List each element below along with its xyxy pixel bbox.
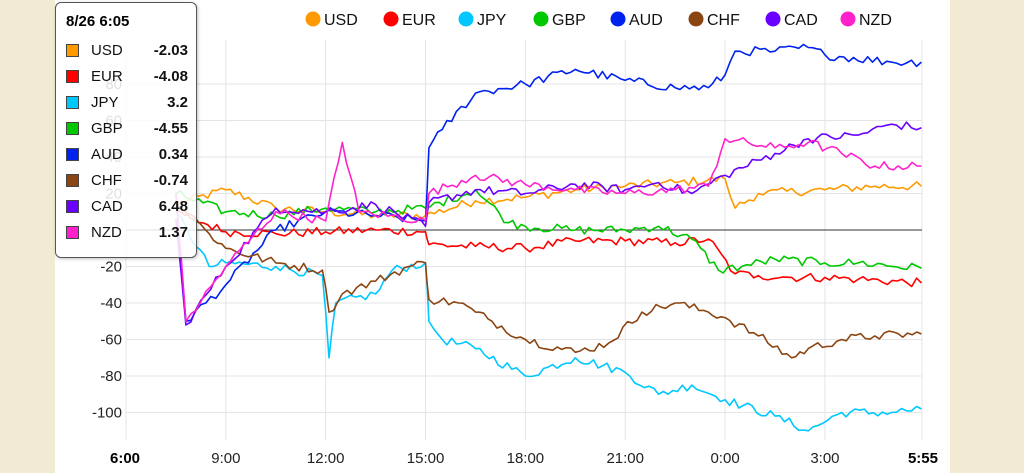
x-tick-label: 9:00 (211, 450, 240, 467)
tooltip-name-nzd: NZD (91, 224, 122, 241)
tooltip-swatch-nzd (66, 226, 79, 239)
series-line-nzd (175, 137, 922, 323)
legend-marker-cad[interactable] (765, 11, 781, 27)
tooltip-swatch-gbp (66, 122, 79, 135)
tooltip-name-chf: CHF (91, 172, 122, 189)
legend-marker-chf[interactable] (688, 11, 704, 27)
legend-marker-aud[interactable] (610, 11, 626, 27)
tooltip-name-gbp: GBP (91, 120, 123, 137)
tooltip-swatch-cad (66, 200, 79, 213)
x-tick-label: 12:00 (307, 450, 345, 467)
tooltip-swatch-eur (66, 70, 79, 83)
tooltip-row-aud: AUD 0.34 (66, 146, 188, 164)
tooltip-value-usd: -2.03 (153, 42, 188, 59)
y-tick-label: -20 (100, 259, 122, 276)
x-tick-label: 5:55 (908, 450, 938, 467)
legend-label-eur[interactable]: EUR (402, 12, 436, 29)
tooltip-name-aud: AUD (91, 146, 123, 163)
grid-lines (125, 40, 923, 440)
y-tick-label: -80 (100, 368, 122, 385)
series-line-gbp (175, 189, 922, 274)
series-line-eur (175, 210, 922, 288)
series-line-jpy (175, 211, 922, 432)
tooltip-value-eur: -4.08 (153, 68, 188, 85)
legend-label-jpy[interactable]: JPY (477, 12, 507, 29)
legend-marker-gbp[interactable] (533, 11, 549, 27)
tooltip-value-cad: 6.48 (158, 198, 188, 215)
legend-label-usd[interactable]: USD (324, 12, 358, 29)
tooltip-swatch-aud (66, 148, 79, 161)
tooltip-panel: 8/26 6:05 USD -2.03 EUR -4.08 JPY 3.2 GB… (55, 2, 197, 258)
legend-label-aud[interactable]: AUD (629, 12, 663, 29)
series-line-aud (175, 43, 922, 323)
tooltip-row-jpy: JPY 3.2 (66, 94, 188, 112)
tooltip-name-jpy: JPY (91, 94, 119, 111)
x-tick-label: 6:00 (110, 450, 140, 467)
tooltip-swatch-usd (66, 44, 79, 57)
tooltip-value-aud: 0.34 (158, 146, 188, 163)
x-tick-label: 15:00 (407, 450, 445, 467)
x-tick-label: 3:00 (810, 450, 839, 467)
tooltip-name-eur: EUR (91, 68, 123, 85)
tooltip-name-cad: CAD (91, 198, 123, 215)
tooltip-row-gbp: GBP -4.55 (66, 120, 188, 138)
y-tick-label: -100 (92, 405, 122, 422)
chart-panel (55, 0, 950, 473)
legend-label-chf[interactable]: CHF (707, 12, 740, 29)
tooltip-row-cad: CAD 6.48 (66, 198, 188, 216)
tooltip-value-gbp: -4.55 (153, 120, 188, 137)
tooltip-value-chf: -0.74 (153, 172, 188, 189)
legend-marker-usd[interactable] (305, 11, 321, 27)
series-line-chf (175, 202, 922, 359)
legend-label-cad[interactable]: CAD (784, 12, 818, 29)
x-tick-label: 21:00 (606, 450, 644, 467)
legend[interactable]: USD EUR JPY GBP AUD CHF CAD NZD (305, 11, 892, 30)
tooltip-row-chf: CHF -0.74 (66, 172, 188, 190)
legend-label-nzd[interactable]: NZD (859, 12, 892, 29)
tooltip-value-jpy: 3.2 (167, 94, 188, 111)
tooltip-value-nzd: 1.37 (158, 224, 188, 241)
x-tick-label: 18:00 (507, 450, 545, 467)
tooltip-swatch-jpy (66, 96, 79, 109)
legend-marker-nzd[interactable] (840, 11, 856, 27)
y-tick-label: -60 (100, 332, 122, 349)
series-lines (175, 43, 922, 432)
tooltip-row-usd: USD -2.03 (66, 42, 188, 60)
tooltip-row-nzd: NZD 1.37 (66, 224, 188, 242)
tooltip-row-eur: EUR -4.08 (66, 68, 188, 86)
tooltip-swatch-chf (66, 174, 79, 187)
legend-marker-eur[interactable] (383, 11, 399, 27)
tooltip-name-usd: USD (91, 42, 123, 59)
legend-marker-jpy[interactable] (458, 11, 474, 27)
x-axis-ticks: 6:00 9:00 12:00 15:00 18:00 21:00 0:00 3:00 5:55 (110, 450, 938, 467)
y-tick-label: -40 (100, 295, 122, 312)
tooltip-title: 8/26 6:05 (66, 13, 130, 30)
legend-label-gbp[interactable]: GBP (552, 12, 586, 29)
x-tick-label: 0:00 (710, 450, 739, 467)
